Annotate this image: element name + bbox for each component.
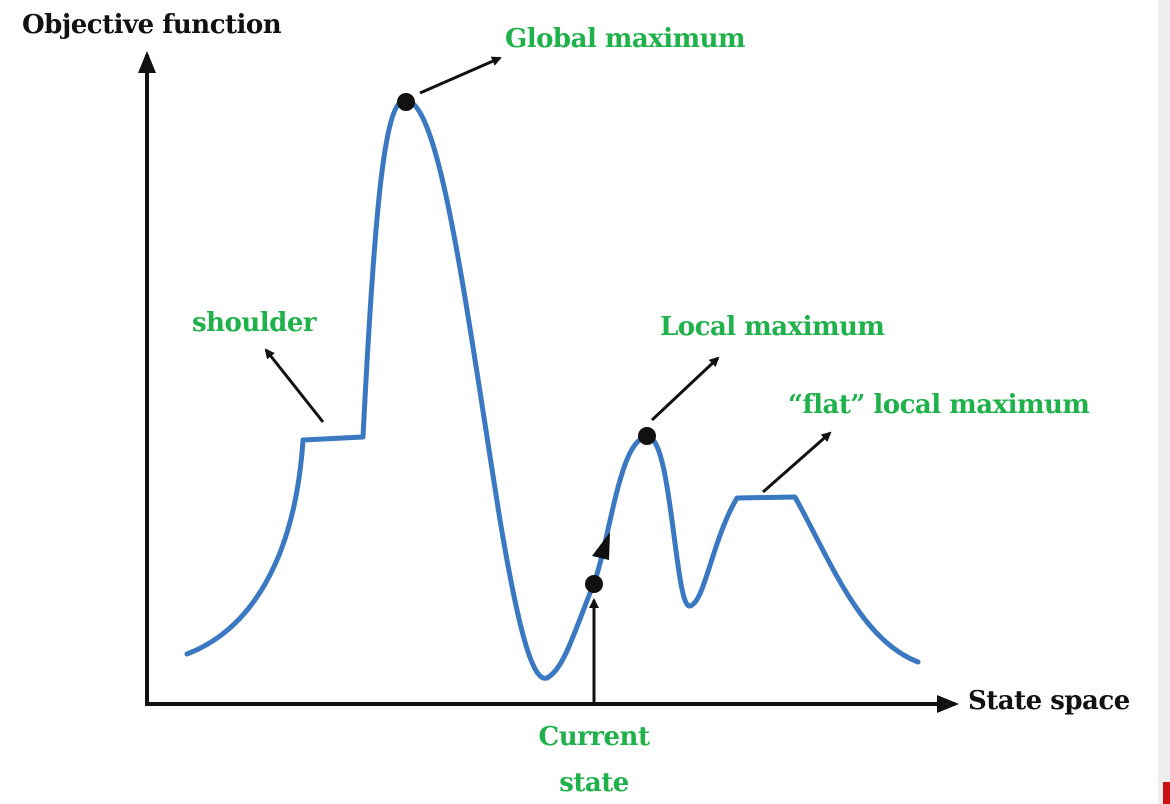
flat-local-maximum-label: “flat” local maximum	[788, 390, 1090, 420]
current-state-point	[585, 575, 603, 593]
shoulder-label: shoulder	[192, 308, 317, 338]
local-maximum-arrow	[650, 356, 720, 422]
global-maximum-arrow	[419, 56, 502, 95]
x-axis-label: State space	[968, 686, 1130, 716]
y-axis-label: Objective function	[22, 10, 282, 40]
local-maximum-point	[638, 427, 656, 445]
edge-marker	[1163, 782, 1170, 804]
objective-curve	[184, 97, 921, 681]
local-maximum-label: Local maximum	[660, 312, 885, 342]
current-state-label-line1: Current	[538, 722, 650, 752]
current-state-label-line2: state	[559, 768, 629, 798]
shoulder-arrow	[264, 348, 325, 423]
global-maximum-label: Global maximum	[505, 24, 746, 54]
global-maximum-point	[397, 93, 415, 111]
flat-local-maximum-arrow	[762, 431, 832, 494]
uphill-direction-arrow	[592, 532, 610, 560]
right-edge-strip	[1158, 0, 1170, 804]
